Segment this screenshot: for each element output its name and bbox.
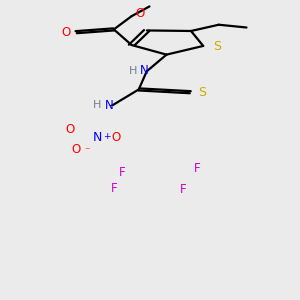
Text: F: F	[119, 166, 125, 179]
Text: H: H	[93, 100, 101, 110]
Text: S: S	[213, 40, 221, 53]
Text: O: O	[61, 26, 71, 39]
Text: N: N	[92, 131, 102, 144]
Text: H: H	[129, 66, 137, 76]
Text: ⁻: ⁻	[84, 146, 90, 156]
Text: O: O	[72, 143, 81, 156]
Text: N: N	[105, 99, 113, 112]
Text: F: F	[111, 182, 117, 196]
Text: +: +	[103, 132, 111, 141]
Text: O: O	[112, 131, 121, 144]
Text: O: O	[66, 123, 75, 136]
Text: F: F	[194, 162, 201, 175]
Text: O: O	[135, 7, 144, 20]
Text: F: F	[180, 184, 187, 196]
Text: S: S	[198, 86, 206, 99]
Text: N: N	[140, 64, 149, 77]
